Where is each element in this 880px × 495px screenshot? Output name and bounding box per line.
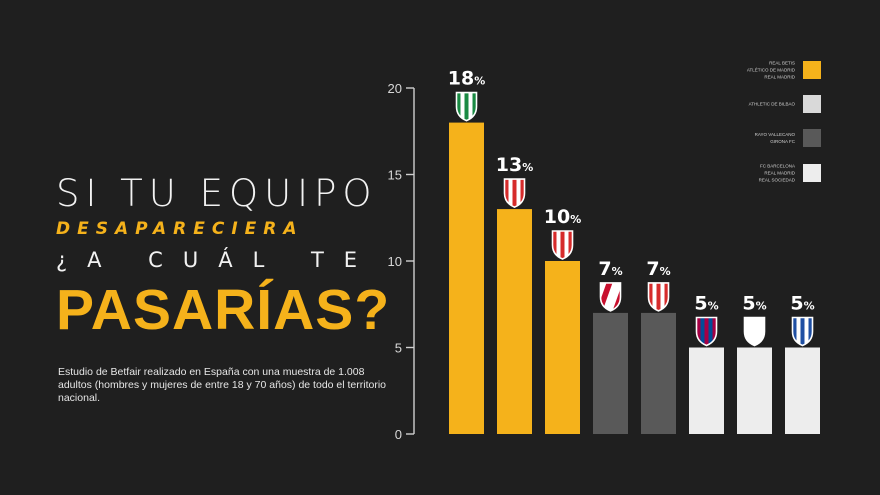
y-tick-label-0: 0	[395, 427, 402, 442]
green-white-striped-crest-icon	[455, 91, 478, 122]
bar-0	[449, 122, 484, 434]
y-tick-label-5: 5	[395, 341, 402, 356]
blue-white-striped-crest-icon	[791, 316, 814, 347]
legend-swatch-2	[803, 129, 821, 147]
bar-1	[497, 209, 532, 434]
bar-label-3: 7%	[598, 258, 622, 280]
bar-6	[737, 347, 772, 434]
headline-line-3: ¿A CUÁL TE	[56, 248, 378, 272]
headline: SI TU EQUIPO DESAPARECIERA ¿A CUÁL TE PA…	[56, 172, 391, 342]
legend-label-0-1: ATLÉTICO DE MADRID	[747, 67, 796, 73]
legend-swatch-0	[803, 61, 821, 79]
bar-4	[641, 312, 676, 434]
legend-label-3-0: FC BARCELONA	[760, 164, 795, 169]
legend-label-3-2: REAL SOCIEDAD	[759, 178, 796, 183]
y-tick-label-15: 15	[388, 168, 402, 183]
bar-5	[689, 347, 724, 434]
headline-line-1: SI TU EQUIPO	[56, 172, 378, 215]
bar-label-5: 5%	[694, 293, 718, 315]
legend-label-2-1: GIRONA FC	[770, 139, 796, 144]
footnote: Estudio de Betfair realizado en España c…	[58, 366, 387, 404]
red-white-striped-crest-icon	[503, 178, 526, 208]
legend-swatch-1	[803, 95, 821, 113]
bar-label-4: 7%	[646, 258, 670, 280]
legend-label-1-0: ATHLETIC DE BILBAO	[749, 102, 796, 107]
red-white-striped-crest-icon	[647, 282, 670, 312]
legend-swatch-3	[803, 164, 821, 182]
bar-label-7: 5%	[790, 293, 814, 315]
y-tick-label-10: 10	[388, 254, 402, 269]
white-crest-icon	[743, 316, 766, 347]
y-tick-label-20: 20	[388, 81, 402, 96]
headline-line-2: DESAPARECIERA	[56, 219, 304, 239]
bar-3	[593, 312, 628, 434]
legend-label-3-1: REAL MADRID	[764, 171, 795, 176]
bar-label-0: 18%	[448, 68, 485, 90]
bar-7	[785, 347, 820, 434]
bar-label-1: 13%	[496, 154, 533, 176]
blue-claret-crest-icon	[695, 316, 718, 347]
red-white-striped-crest-icon	[551, 230, 574, 260]
bar-label-6: 5%	[742, 293, 766, 315]
legend-label-0-2: REAL MADRID	[764, 75, 795, 80]
headline-line-4: PASARÍAS?	[56, 278, 391, 342]
red-white-diagonal-crest-icon	[599, 282, 622, 312]
legend-label-0-0: REAL BETIS	[769, 61, 795, 66]
bar-label-2: 10%	[544, 206, 581, 228]
bar-2	[545, 261, 580, 434]
legend-label-2-0: RAYO VALLECANO	[755, 132, 796, 137]
